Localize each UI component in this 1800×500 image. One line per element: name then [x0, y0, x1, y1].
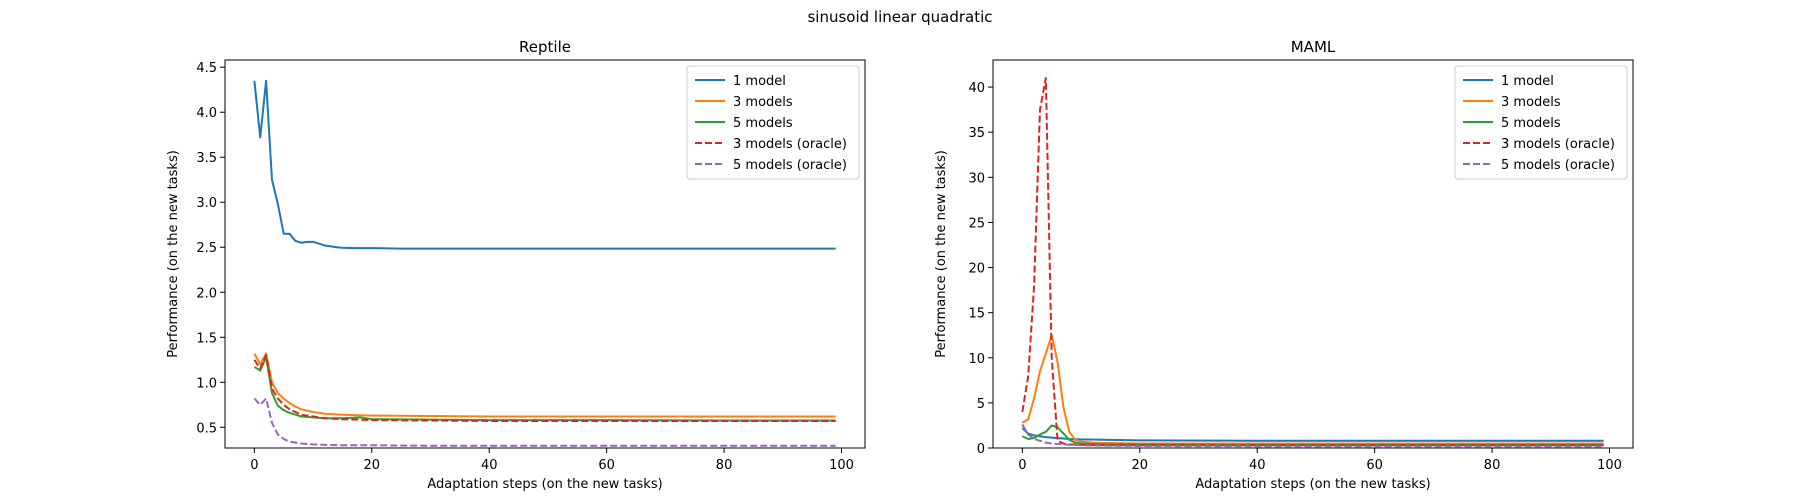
x-axis-label: Adaptation steps (on the new tasks)	[427, 477, 662, 492]
y-tick-label: 20	[968, 262, 985, 277]
y-tick-label: 0.5	[196, 421, 217, 436]
y-tick-label: 25	[968, 216, 985, 231]
chart-panel-maml: 0 20 40 60 80 100 0 5 10 15 20 25 30 35 40 MAML Adaptati…	[934, 38, 1634, 492]
x-tick-label: 80	[1484, 458, 1501, 473]
y-tick-label: 40	[968, 81, 985, 96]
y-tick-label: 4.5	[196, 61, 217, 76]
y-tick-label: 2.0	[196, 286, 217, 301]
x-tick-label: 0	[1018, 458, 1026, 473]
chart-panel-reptile: 0 20 40 60 80 100 0.5 1.0 1.5 2.0 2.5 3.0 3.5 4.0 4.5 R…	[166, 38, 866, 492]
x-tick-label: 100	[1597, 458, 1622, 473]
x-axis-label: Adaptation steps (on the new tasks)	[1195, 477, 1430, 492]
legend-entry: 5 models (oracle)	[733, 158, 847, 173]
legend-entry: 5 models	[1501, 116, 1561, 131]
x-tick-label: 20	[364, 458, 381, 473]
series-line-4-3-models-oracle-	[253, 354, 836, 422]
legend-entry: 1 model	[733, 74, 786, 89]
y-tick-label: 0	[977, 442, 985, 457]
legend-entry: 5 models	[733, 116, 793, 131]
plot-frame	[992, 59, 1634, 449]
series-line-1-1-model	[253, 79, 836, 250]
y-tick-label: 5	[977, 397, 985, 412]
x-tick-label: 40	[481, 458, 498, 473]
y-tick-label: 3.5	[196, 151, 217, 166]
series-line-4-3-models-oracle-	[1021, 77, 1604, 447]
series-line-2-3-models	[1021, 334, 1604, 445]
y-tick-label: 4.0	[196, 106, 217, 121]
y-tick-label: 30	[968, 171, 985, 186]
chart-title-reptile: Reptile	[519, 38, 571, 56]
legend-entry: 3 models	[733, 95, 793, 110]
y-tick-label: 3.0	[196, 196, 217, 211]
x-tick-label: 80	[716, 458, 733, 473]
series-lines	[253, 79, 836, 447]
y-axis-label: Performance (on the new tasks)	[934, 150, 949, 358]
series-line-3-5-models	[253, 356, 836, 422]
x-tick-label: 0	[250, 458, 258, 473]
series-line-2-3-models	[253, 352, 836, 418]
legend: 1 model 3 models 5 models 3 models (oracle)…	[1454, 65, 1628, 180]
y-tick-label: 10	[968, 352, 985, 367]
y-tick-label: 1.5	[196, 331, 217, 346]
series-line-3-5-models	[1021, 424, 1604, 446]
y-tick-label: 2.5	[196, 241, 217, 256]
series-line-5-5-models-oracle-	[1021, 424, 1604, 448]
series-line-1-1-model	[1021, 427, 1604, 442]
y-tick-label: 15	[968, 307, 985, 322]
plot-frame	[224, 59, 866, 449]
y-tick-label: 35	[968, 126, 985, 141]
figure-suptitle: sinusoid linear quadratic	[807, 8, 992, 26]
x-tick-label: 60	[1366, 458, 1383, 473]
legend-entry: 3 models (oracle)	[1501, 137, 1615, 152]
x-tick-label: 100	[829, 458, 854, 473]
legend-box	[686, 65, 860, 180]
legend-box	[1454, 65, 1628, 180]
chart-title-maml: MAML	[1291, 38, 1336, 56]
x-tick-label: 60	[598, 458, 615, 473]
series-lines	[1021, 77, 1604, 448]
x-tick-label: 40	[1249, 458, 1266, 473]
legend: 1 model 3 models 5 models 3 models (oracle)…	[686, 65, 860, 180]
legend-entry: 5 models (oracle)	[1501, 158, 1615, 173]
series-line-5-5-models-oracle-	[253, 397, 836, 447]
legend-entry: 3 models	[1501, 95, 1561, 110]
legend-entry: 1 model	[1501, 74, 1554, 89]
y-axis-label: Performance (on the new tasks)	[166, 150, 181, 358]
x-tick-label: 20	[1132, 458, 1149, 473]
y-tick-label: 1.0	[196, 376, 217, 391]
legend-entry: 3 models (oracle)	[733, 137, 847, 152]
